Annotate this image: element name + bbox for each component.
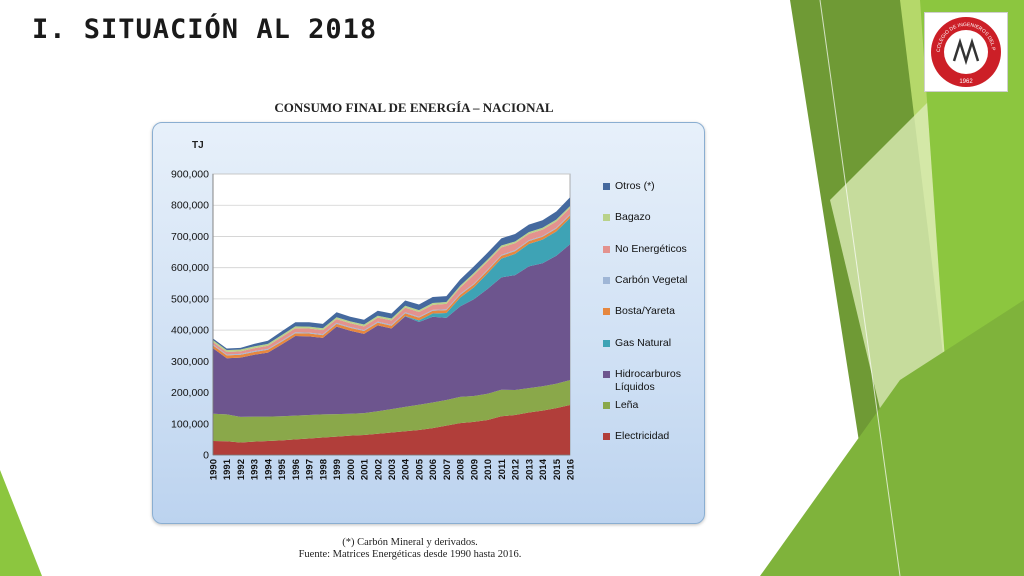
y-tick-label: 700,000 bbox=[171, 231, 209, 243]
x-tick-label: 1997 bbox=[305, 459, 316, 480]
chart-panel: 0 100,000 200,000 300,000 400,000 500,000 600,… bbox=[152, 122, 705, 524]
logo-mark bbox=[952, 37, 980, 66]
x-tick-label: 2005 bbox=[414, 458, 425, 480]
x-tick-label: 2016 bbox=[566, 459, 577, 480]
y-tick-label: 100,000 bbox=[171, 418, 209, 430]
slide-title: I. SITUACIÓN AL 2018 bbox=[32, 14, 378, 45]
x-tick-label: 2011 bbox=[497, 458, 508, 479]
legend-item: Electricidad bbox=[603, 430, 699, 443]
y-tick-label: 400,000 bbox=[171, 325, 209, 337]
legend-swatch bbox=[603, 276, 610, 284]
footnote: (*) Carbón Mineral y derivados. Fuente: … bbox=[250, 537, 570, 561]
cip-logo: COLEGIO DE INGENIEROS DEL PERU 1962 bbox=[923, 9, 1008, 92]
logo-seal: COLEGIO DE INGENIEROS DEL PERU 1962 bbox=[923, 9, 1001, 87]
y-axis-unit-label: TJ bbox=[192, 140, 204, 151]
legend-swatch bbox=[603, 402, 610, 410]
x-tick-label: 1995 bbox=[277, 458, 288, 480]
x-tick-label: 1998 bbox=[318, 459, 329, 480]
x-tick-label: 1999 bbox=[332, 459, 343, 480]
x-tick-label: 1996 bbox=[291, 459, 302, 480]
legend-label: Bagazo bbox=[615, 211, 651, 224]
footnote-line-2: Fuente: Matrices Energéticas desde 1990 … bbox=[298, 549, 522, 560]
legend-label: Bosta/Yareta bbox=[615, 305, 675, 318]
x-tick-label: 1991 bbox=[222, 458, 233, 480]
x-tick-label: 1990 bbox=[209, 459, 220, 480]
x-tick-label: 2001 bbox=[360, 458, 371, 480]
legend-item: Gas Natural bbox=[603, 337, 699, 350]
logo-year: 1962 bbox=[959, 79, 973, 85]
x-tick-label: 2009 bbox=[469, 459, 480, 480]
legend-swatch bbox=[603, 339, 610, 347]
footnote-line-1: (*) Carbón Mineral y derivados. bbox=[342, 537, 478, 548]
legend-swatch bbox=[603, 245, 610, 253]
legend-label: Hidrocarburos Líquidos bbox=[615, 367, 681, 393]
x-tick-label: 2004 bbox=[401, 458, 412, 480]
y-tick-label: 500,000 bbox=[171, 293, 209, 305]
x-tick-label: 2010 bbox=[483, 459, 494, 480]
y-tick-label: 200,000 bbox=[171, 387, 209, 399]
legend-swatch bbox=[603, 308, 610, 316]
y-tick-label: 600,000 bbox=[171, 262, 209, 274]
x-tick-label: 2007 bbox=[442, 459, 453, 480]
right-accent-line bbox=[819, 0, 901, 576]
legend-swatch bbox=[603, 214, 610, 222]
x-tick-label: 2014 bbox=[538, 458, 549, 480]
legend-item: Carbón Vegetal bbox=[603, 274, 699, 287]
x-tick-label: 2002 bbox=[373, 459, 384, 480]
legend-label: Electricidad bbox=[615, 430, 670, 443]
chart-title: CONSUMO FINAL DE ENERGÍA – NACIONAL bbox=[274, 100, 554, 115]
legend-label: No Energéticos bbox=[615, 242, 687, 255]
legend-item: No Energéticos bbox=[603, 243, 699, 256]
legend-item: Bagazo bbox=[603, 211, 699, 224]
right-green-shape-deep bbox=[760, 300, 1024, 576]
series-area-hidrocarburos-liquidos bbox=[213, 244, 570, 417]
left-green-shape bbox=[0, 470, 42, 576]
legend-item: Bosta/Yareta bbox=[603, 305, 699, 318]
y-tick-label: 800,000 bbox=[171, 200, 209, 212]
legend-swatch bbox=[603, 370, 610, 378]
x-tick-label: 2015 bbox=[552, 458, 563, 480]
legend-label: Otros (*) bbox=[615, 180, 655, 192]
legend-item: Hidrocarburos Líquidos bbox=[603, 368, 699, 394]
legend-item: Otros (*) bbox=[603, 180, 699, 193]
legend-label: Carbón Vegetal bbox=[615, 273, 688, 286]
x-tick-label: 2013 bbox=[524, 459, 535, 480]
y-tick-label: 0 bbox=[203, 450, 209, 462]
x-tick-label: 2012 bbox=[511, 459, 522, 480]
legend-swatch bbox=[603, 433, 610, 441]
area-chart: 0 100,000 200,000 300,000 400,000 500,000 600,… bbox=[171, 169, 577, 481]
series-area-lena bbox=[213, 380, 570, 443]
x-tick-label: 1992 bbox=[236, 459, 247, 480]
x-tick-label: 2003 bbox=[387, 459, 398, 480]
y-tick-label: 900,000 bbox=[171, 169, 209, 181]
x-tick-label: 2008 bbox=[456, 459, 467, 480]
y-tick-label: 300,000 bbox=[171, 356, 209, 368]
legend-label: Leña bbox=[615, 399, 639, 412]
legend-item: Leña bbox=[603, 399, 699, 412]
x-tick-label: 1993 bbox=[250, 459, 261, 480]
x-tick-label: 1994 bbox=[263, 458, 274, 480]
legend-label: Gas Natural bbox=[615, 336, 672, 349]
x-tick-label: 2006 bbox=[428, 459, 439, 480]
series-area-electricidad bbox=[213, 405, 570, 455]
x-tick-label: 2000 bbox=[346, 459, 357, 480]
legend-swatch bbox=[603, 183, 610, 190]
logo-inner bbox=[944, 30, 988, 74]
